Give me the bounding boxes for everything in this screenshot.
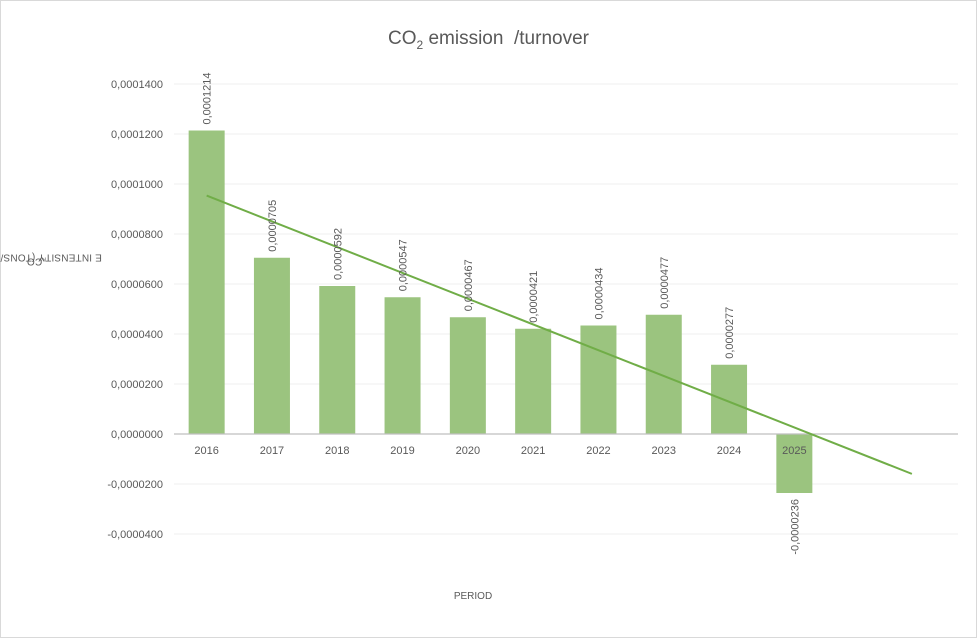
y-tick-label: -0,0000400 [107, 529, 163, 541]
x-tick-label: 2023 [652, 445, 676, 457]
chart-title: CO2 emission /turnover [388, 28, 589, 52]
x-tick-label: 2025 [782, 445, 806, 457]
trendline-group [206, 194, 913, 475]
data-label: 0,0000467 [463, 259, 475, 311]
data-label: 0,0000547 [398, 239, 410, 291]
data-label: 0,0000477 [659, 257, 671, 309]
y-tick-label: 0,0001400 [111, 79, 163, 91]
x-tick-labels: 2016 2017 2018 2019 2020 2021 2022 2023 2024 2025 [194, 445, 806, 457]
data-label: 0,0001214 [202, 73, 214, 125]
y-tick-label: 0,0001000 [111, 179, 163, 191]
bar-2021 [515, 328, 552, 434]
x-tick-label: 2017 [260, 445, 284, 457]
x-tick-label: 2020 [456, 445, 480, 457]
x-axis-title: PERIOD [453, 591, 493, 602]
bar-2024 [711, 364, 748, 434]
y-tick-label: 0,0000200 [111, 379, 163, 391]
x-tick-label: 2021 [521, 445, 545, 457]
bar-2017 [253, 257, 290, 434]
gridlines [174, 83, 958, 535]
x-tick-label: 2019 [390, 445, 414, 457]
data-labels: 0,0001214 0,0000705 0,0000592 0,0000547 0,00… [202, 73, 802, 555]
x-tick-label: 2018 [325, 445, 349, 457]
bar-2019 [384, 297, 421, 434]
x-tick-label: 2016 [194, 445, 218, 457]
y-tick-label: 0,0000000 [111, 429, 163, 441]
data-label: 0,0000421 [528, 271, 540, 323]
data-label: 0,0000277 [724, 307, 736, 359]
y-tick-labels: 0,0001400 0,0001200 0,0001000 0,0000800 0,00… [107, 79, 163, 541]
bars [188, 130, 813, 493]
x-tick-label: 2024 [717, 445, 741, 457]
y-tick-label: 0,0000600 [111, 279, 163, 291]
x-tick-label: 2022 [586, 445, 610, 457]
data-label: 0,0000434 [593, 268, 605, 320]
y-tick-label: 0,0000800 [111, 229, 163, 241]
data-label: -0,0000236 [789, 499, 801, 555]
data-label: 0,0000592 [332, 228, 344, 280]
y-tick-label: -0,0000200 [107, 479, 163, 491]
bar-2022 [580, 325, 617, 434]
trendline [206, 194, 913, 475]
y-tick-label: 0,0000400 [111, 329, 163, 341]
bar-2018 [319, 286, 356, 434]
bar-2020 [449, 317, 486, 434]
y-tick-label: 0,0001200 [111, 129, 163, 141]
bar-2016 [188, 130, 225, 434]
data-label: 0,0000705 [267, 200, 279, 252]
bar-2025 [776, 434, 813, 493]
bar-2023 [645, 314, 682, 434]
